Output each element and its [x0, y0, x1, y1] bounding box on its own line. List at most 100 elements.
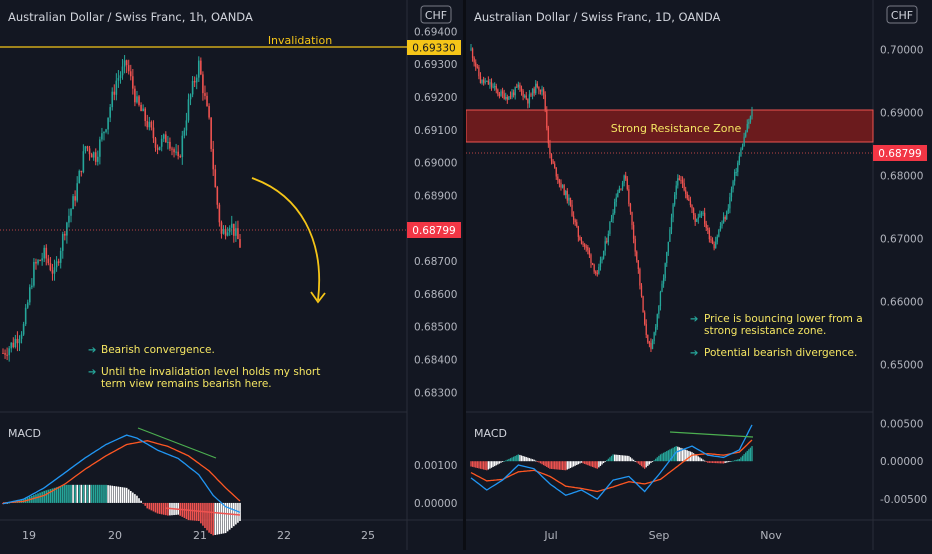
candle-body	[700, 213, 703, 215]
macd-histogram-bar	[563, 461, 565, 471]
macd-histogram-bar	[710, 461, 712, 463]
candle-body	[588, 250, 591, 255]
candle-body	[670, 217, 673, 230]
currency-button[interactable]	[420, 5, 452, 24]
candle-body	[111, 91, 114, 108]
macd-histogram-bar	[222, 502, 225, 534]
candle-body	[148, 121, 151, 128]
macd-histogram-bar	[598, 461, 600, 468]
candle-body	[503, 93, 505, 99]
macd-histogram-bar	[557, 461, 559, 470]
currency-button[interactable]	[886, 5, 918, 24]
candle-body	[492, 86, 494, 88]
candle-body	[129, 71, 132, 77]
macd-histogram-bar	[740, 457, 742, 462]
macd-histogram-bar	[113, 486, 116, 503]
price-tick-label: 0.68400	[414, 355, 457, 367]
candle-body	[14, 338, 17, 348]
macd-histogram-bar	[59, 486, 62, 503]
panel-divider	[463, 0, 468, 550]
macd-histogram-bar	[88, 484, 91, 503]
candle-body	[653, 332, 655, 342]
candle-body	[745, 132, 747, 137]
time-axis-1d: Jul Sep Nov	[543, 529, 782, 542]
macd-histogram-bar	[558, 461, 561, 470]
candle-body	[692, 208, 695, 216]
macd-histogram-bar	[612, 454, 614, 462]
candle-body	[550, 154, 553, 161]
candle-body	[214, 169, 217, 188]
candle-body	[109, 107, 111, 118]
macd-histogram-bar	[216, 502, 219, 535]
price-axis-1d[interactable]: 0.70000 0.69000 0.68000 0.67000 0.66000 0.650…	[880, 45, 923, 372]
macd-histogram-bar	[35, 494, 37, 503]
candle-body	[591, 262, 594, 265]
candle-body	[482, 79, 485, 83]
candle-body	[628, 189, 630, 204]
candle-body	[680, 180, 682, 182]
macd-histogram-bar	[719, 461, 722, 464]
macd-histogram-bar	[538, 461, 540, 463]
candle-body	[618, 188, 621, 193]
macd-histogram-bar	[722, 461, 725, 464]
macd-histogram-bar	[618, 455, 621, 462]
candle-body	[620, 188, 622, 190]
macd-histogram-bar	[119, 486, 122, 503]
macd-histogram-bar	[648, 461, 651, 465]
candle-body	[165, 134, 167, 143]
candle-body	[727, 208, 729, 212]
macd-histogram-bar	[617, 454, 619, 462]
chart-panel-1h[interactable]: Invalidation ➔ Bearish convergence. ➔ Un…	[0, 0, 466, 550]
candle-body	[531, 88, 534, 96]
macd-histogram-bar	[541, 461, 543, 465]
macd-histogram-bar	[666, 451, 668, 462]
macd-histogram-bar	[191, 502, 194, 521]
projection-arrow	[251, 177, 320, 301]
macd-histogram-bar	[43, 490, 46, 503]
chart-canvas-1d[interactable]: Strong Resistance Zone ➔ Price is bounci…	[465, 0, 932, 550]
macd-histogram-bar	[125, 487, 128, 503]
price-tick-label: 0.69000	[414, 158, 457, 170]
resistance-zone[interactable]	[465, 109, 874, 143]
macd-histogram-bar	[230, 502, 233, 528]
candle-body	[599, 260, 602, 267]
candle-body	[584, 244, 586, 247]
candle-body	[703, 212, 706, 224]
candle-body	[560, 182, 562, 188]
chart-panel-1d[interactable]: Strong Resistance Zone ➔ Price is bounci…	[465, 0, 932, 550]
macd-histogram-bar	[70, 484, 72, 503]
candle-body	[666, 252, 668, 264]
macd-histogram-bar	[535, 460, 537, 462]
invalidation-price-label: 0.69330	[412, 43, 455, 55]
macd-histogram-bar	[625, 455, 627, 462]
macd-histogram-bar	[642, 461, 644, 468]
candle-body	[66, 222, 68, 236]
candle-body	[187, 99, 190, 121]
price-axis-1h[interactable]: 0.69400 0.69300 0.69200 0.69100 0.69000 0.689…	[414, 26, 457, 399]
candle-body	[117, 77, 120, 81]
candle-body	[614, 201, 616, 214]
macd-histogram-bar	[74, 484, 76, 503]
macd-histogram-bar	[105, 484, 107, 503]
candle-body	[84, 146, 87, 152]
chart-canvas-1h[interactable]: Invalidation ➔ Bearish convergence. ➔ Un…	[0, 0, 466, 550]
candle-body	[64, 233, 66, 236]
macd-histogram-bar	[721, 461, 723, 464]
macd-histogram-bar	[576, 461, 578, 465]
macd-pane-1h	[2, 434, 241, 536]
candle-body	[677, 178, 679, 186]
macd-histogram-bar	[115, 486, 118, 503]
projection-arrow-head	[310, 291, 326, 304]
macd-histogram-bar	[144, 502, 146, 506]
macd-histogram-bar	[84, 484, 87, 503]
candle-body	[561, 185, 564, 188]
macd-histogram-bar	[489, 461, 491, 469]
macd-line	[2, 434, 241, 513]
macd-histogram-bar	[658, 455, 660, 462]
macd-pane-1d	[470, 424, 753, 500]
candle-body	[206, 95, 208, 107]
macd-histogram-bar	[700, 458, 703, 462]
candle-body	[593, 264, 595, 272]
macd-histogram-bar	[206, 502, 208, 531]
candle-body	[651, 341, 654, 349]
